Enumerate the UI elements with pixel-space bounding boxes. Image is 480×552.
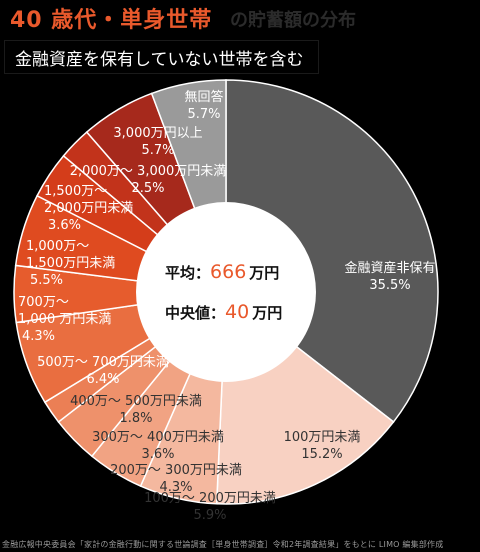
average-value: 666 (210, 261, 246, 283)
slice-label-3: 200万～ 300万円未満 4.3% (110, 463, 242, 495)
slice-label-4: 300万～ 400万円未満 3.6% (92, 430, 224, 462)
slice-labels: 金融資産非保有 35.5% 100万円未満 15.2%100万～ 200万円未満 5.9… (18, 89, 436, 523)
slice-label-6: 500万～ 700万円未満 6.4% (37, 355, 169, 387)
source-note: 金融広報中央委員会「家計の金融行動に関する世論調査［単身世帯調査］令和2年調査結… (2, 540, 444, 549)
slice-label-7: 700万～ 1,000 万円未満 4.3% (18, 295, 111, 344)
median-label: 中央値： (165, 304, 225, 322)
slice-label-12: 無回答 5.7% (184, 89, 223, 122)
average-label: 平均： (165, 264, 210, 282)
subtitle-box: 金融資産を保有していない世帯を含む (4, 40, 319, 74)
slice-0 (225, 79, 439, 423)
chart-title: 40 歳代・単身世帯 (10, 8, 213, 33)
donut-hole (136, 202, 316, 382)
slice-label-8: 1,000万～ 1,500万円未満 5.5% (26, 239, 115, 288)
average-unit: 万円 (248, 264, 279, 282)
subtitle: 金融資産を保有していない世帯を含む (15, 49, 304, 70)
center-average: 平均：666 万円 (165, 261, 279, 283)
slice-label-2: 100万～ 200万円未満 5.9% (144, 491, 276, 523)
slice-label-11: 3,000万円以上 5.7% (113, 126, 202, 158)
center-median: 中央値：40 万円 (165, 301, 282, 323)
slice-label-5: 400万～ 500万円未満 1.8% (70, 394, 202, 426)
slice-label-9: 1,500万～ 2,000万円未満 3.6% (44, 184, 133, 233)
chart-title-tail: の貯蓄額の分布 (230, 10, 356, 31)
slice-label-1: 100万円未満 15.2% (284, 430, 361, 462)
slice-label-0: 金融資産非保有 35.5% (344, 260, 435, 293)
donut-slices (13, 79, 439, 505)
median-value: 40 (225, 301, 249, 323)
median-unit: 万円 (251, 304, 282, 322)
slice-label-10: 2,000万～ 3,000万円未満 2.5% (70, 164, 227, 196)
